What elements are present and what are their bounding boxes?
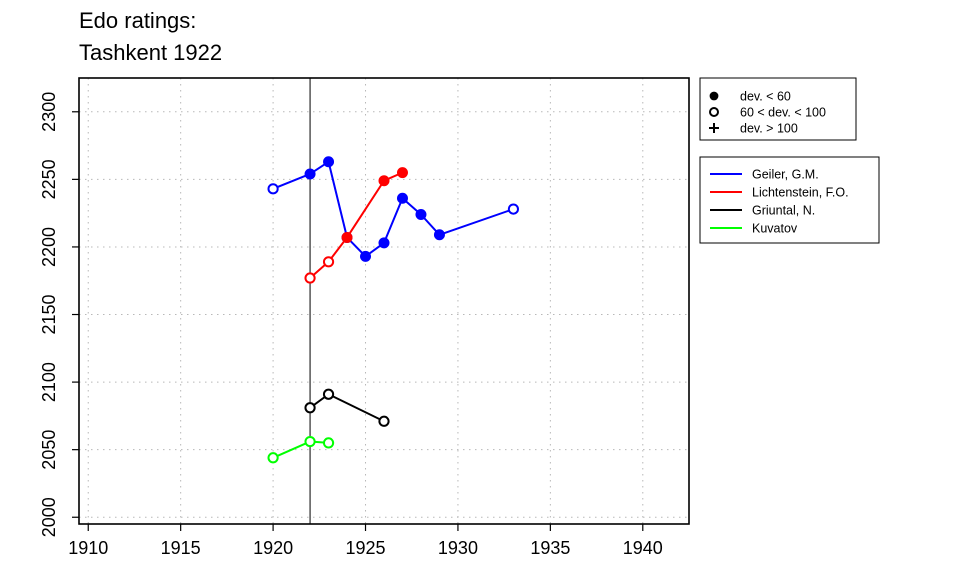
data-point-open — [322, 437, 335, 449]
data-point-open — [304, 272, 316, 284]
data-point-open — [378, 415, 390, 427]
data-point-open — [267, 452, 279, 464]
marker-legend-label: dev. > 100 — [740, 122, 798, 136]
legend-symbol-plus — [709, 123, 719, 133]
y-tick-label: 2050 — [39, 430, 59, 470]
series-line — [309, 393, 385, 423]
data-point-open — [507, 203, 519, 215]
data-point-filled — [433, 229, 445, 241]
x-tick-label: 1940 — [623, 538, 663, 558]
y-tick-label: 2200 — [39, 227, 59, 267]
series-legend-label: Kuvatov — [752, 222, 798, 236]
data-point-filled — [304, 168, 316, 180]
series-legend-label: Griuntal, N. — [752, 204, 815, 218]
chart-title-line-2: Tashkent 1922 — [79, 40, 222, 65]
marker-legend: dev. < 60 60 < dev. < 100 dev. > 100 — [699, 77, 857, 141]
data-point-open — [322, 388, 335, 400]
data-point-filled — [378, 237, 390, 249]
data-point-filled — [341, 231, 353, 243]
marker-legend-label: dev. < 60 — [740, 90, 791, 104]
series-layer — [267, 156, 519, 464]
series-line — [272, 160, 514, 258]
x-tick-label: 1915 — [161, 538, 201, 558]
axes: 1910 1915 1920 1925 1930 1935 1940 2000 2050 2100… — [39, 92, 663, 558]
data-point-filled — [360, 250, 372, 262]
marker-legend-box — [699, 77, 857, 141]
x-tick-label: 1925 — [345, 538, 385, 558]
data-point-open — [304, 402, 316, 414]
x-tick-label: 1935 — [530, 538, 570, 558]
x-tick-label: 1910 — [68, 538, 108, 558]
chart-title-line-1: Edo ratings: — [79, 8, 196, 33]
series-legend-label: Lichtenstein, F.O. — [752, 186, 849, 200]
series-legend: Geiler, G.M. Lichtenstein, F.O. Griuntal, … — [699, 156, 880, 244]
marker-legend-label: 60 < dev. < 100 — [740, 106, 826, 120]
data-point-open — [267, 183, 279, 195]
series-legend-label: Geiler, G.M. — [752, 168, 819, 182]
y-tick-label: 2000 — [39, 497, 59, 537]
data-point-open — [322, 256, 335, 268]
y-tick-label: 2300 — [39, 92, 59, 132]
data-point-open — [304, 435, 316, 448]
grid — [79, 78, 689, 524]
x-tick-label: 1920 — [253, 538, 293, 558]
data-point-filled — [396, 192, 408, 204]
y-tick-label: 2150 — [39, 294, 59, 334]
data-point-filled — [415, 209, 427, 221]
x-tick-label: 1930 — [438, 538, 478, 558]
data-point-filled — [396, 167, 408, 179]
data-point-filled — [323, 156, 335, 168]
legend-symbol-open-circle — [709, 107, 719, 117]
y-tick-label: 2250 — [39, 159, 59, 199]
data-point-filled — [378, 175, 390, 187]
y-tick-label: 2100 — [39, 362, 59, 402]
plot-frame — [78, 77, 690, 525]
legend-symbol-filled-circle — [709, 91, 719, 101]
